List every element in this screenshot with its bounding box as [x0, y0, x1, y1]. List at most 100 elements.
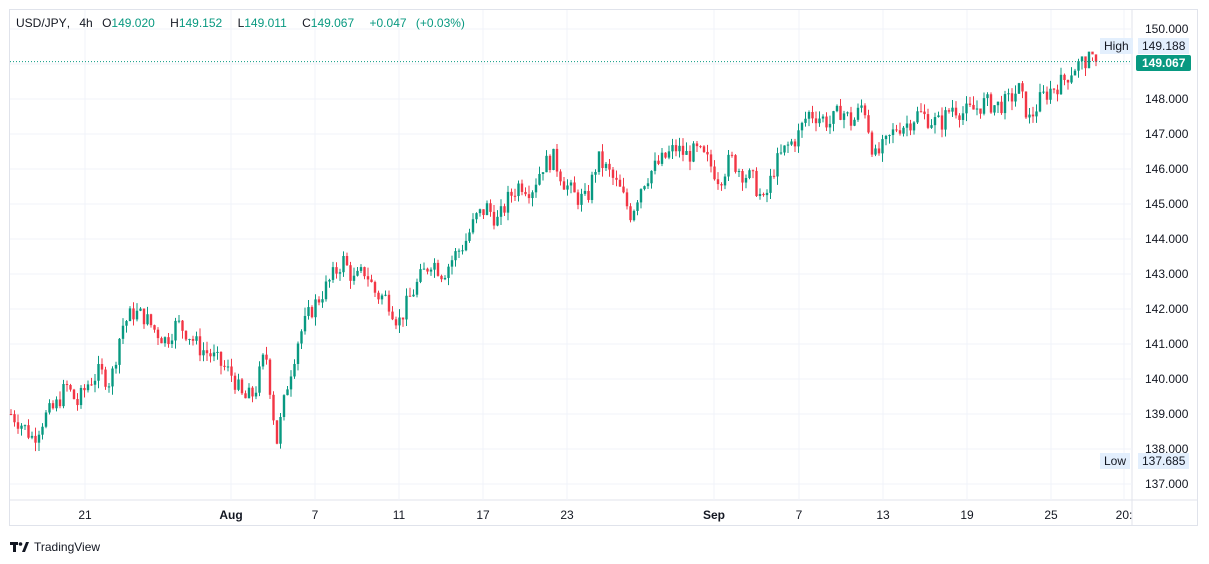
candle-body — [520, 183, 524, 192]
candle-body — [1028, 114, 1031, 118]
candle-body — [58, 399, 62, 407]
candle-body — [314, 299, 317, 318]
candle-body — [293, 363, 296, 377]
candle-body — [772, 175, 776, 177]
open-key: O — [102, 16, 112, 30]
candle-body — [1017, 83, 1021, 94]
y-tick-label: 148.000 — [1145, 92, 1189, 106]
candle-body — [562, 181, 566, 190]
candle-body — [384, 294, 387, 296]
candle-body — [797, 130, 800, 147]
candle-body — [646, 183, 650, 187]
candle-body — [632, 210, 636, 221]
candle-body — [142, 308, 146, 325]
low-marker-label: Low — [1100, 453, 1131, 469]
candle-body — [440, 275, 443, 280]
candle-body — [135, 310, 139, 320]
grid — [10, 10, 1197, 525]
y-tick-label: 144.000 — [1145, 232, 1189, 246]
candle-body — [786, 144, 790, 146]
candle-body — [454, 251, 457, 261]
symbol-label: USD/JPY — [16, 16, 67, 30]
candle-body — [846, 112, 849, 114]
candle-body — [1049, 88, 1052, 100]
candle-body — [524, 191, 527, 195]
candle-body — [419, 269, 422, 282]
candle-body — [338, 272, 342, 274]
candle-body — [443, 277, 447, 280]
candle-body — [989, 94, 993, 113]
candle-body — [125, 321, 128, 326]
candle-body — [160, 338, 163, 344]
candle-body — [55, 399, 58, 409]
candle-body — [188, 338, 191, 340]
candle-body — [27, 425, 30, 438]
candle-body — [1091, 51, 1094, 55]
candle-body — [611, 169, 615, 178]
candle-body — [867, 115, 870, 133]
low-key: L — [237, 16, 245, 30]
candle-body — [685, 150, 688, 155]
candle-body — [555, 148, 559, 172]
candle-body — [181, 320, 184, 331]
legend-sep: , — [66, 16, 71, 30]
candle-body — [1094, 54, 1098, 62]
candle-body — [545, 155, 548, 173]
candle-body — [979, 108, 982, 114]
candle-body — [216, 351, 219, 353]
x-tick-label: 20: — [1116, 508, 1133, 522]
candle-body — [307, 307, 310, 316]
candle-body — [615, 177, 618, 180]
price-axis: 137.000 138.000 139.000 140.000 141.000 142.0… — [1145, 22, 1189, 491]
candle-body — [804, 118, 807, 123]
candle-body — [968, 103, 972, 105]
x-tick-label: 21 — [78, 508, 92, 522]
candle-body — [814, 118, 818, 124]
candle-body — [664, 152, 667, 158]
candle-body — [412, 294, 415, 297]
candle-body — [531, 192, 534, 199]
candle-body — [513, 195, 517, 197]
candle-body — [398, 317, 401, 326]
candle-body — [163, 337, 167, 344]
candle-body — [1021, 83, 1024, 92]
candle-body — [748, 170, 751, 178]
y-tick-label: 138.000 — [1145, 442, 1189, 456]
candle-body — [821, 116, 825, 119]
candle-body — [881, 139, 884, 154]
candle-body — [86, 384, 90, 391]
tradingview-brand[interactable]: TradingView — [10, 540, 100, 554]
candle-body — [408, 295, 412, 297]
candle-body — [496, 216, 499, 226]
candle-body — [170, 340, 174, 345]
candle-body — [608, 163, 611, 170]
candle-body — [604, 163, 608, 169]
candle-body — [856, 107, 860, 120]
candle-body — [114, 364, 118, 369]
candle-body — [156, 329, 160, 339]
candle-body — [702, 146, 706, 152]
candle-body — [328, 279, 331, 282]
candle-body — [779, 152, 783, 154]
candle-body — [93, 380, 97, 385]
candle-body — [503, 206, 506, 213]
x-tick-label: 11 — [393, 508, 406, 522]
candle-body — [1024, 91, 1028, 118]
candle-body — [958, 115, 961, 120]
candle-body — [951, 107, 954, 112]
candle-body — [303, 315, 307, 332]
candle-body — [394, 319, 398, 326]
candle-body — [828, 123, 832, 128]
candle-body — [734, 155, 737, 172]
candle-body — [261, 354, 265, 367]
candle-body — [317, 299, 321, 303]
candle-body — [65, 384, 69, 386]
candle-body — [853, 119, 856, 126]
candle-body — [296, 343, 300, 364]
candle-body — [219, 351, 223, 366]
candle-body — [751, 170, 755, 172]
x-tick-label: 17 — [476, 508, 490, 522]
candle-body — [583, 190, 587, 194]
candle-body — [468, 232, 471, 241]
